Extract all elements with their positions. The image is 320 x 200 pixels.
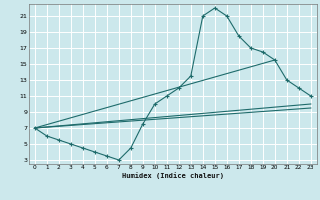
X-axis label: Humidex (Indice chaleur): Humidex (Indice chaleur) xyxy=(122,172,224,179)
